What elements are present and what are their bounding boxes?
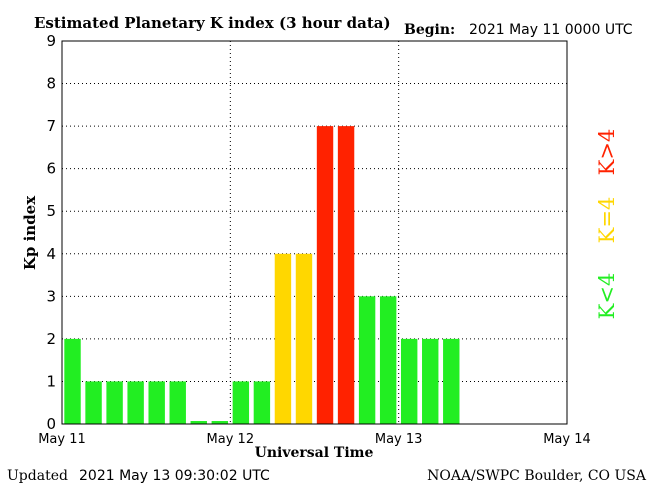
- x-tick-labels: May 11 May 12 May 13 May 14: [38, 432, 591, 447]
- begin-label: Begin:: [404, 22, 455, 38]
- x-tick-label: May 13: [375, 432, 423, 447]
- kp-bar: [127, 381, 144, 424]
- y-tick-label: 8: [46, 75, 56, 93]
- y-tick-label: 1: [46, 372, 56, 390]
- y-tick-label: 4: [46, 245, 56, 263]
- kp-bar: [316, 126, 334, 424]
- x-tick-label: May 12: [207, 432, 255, 447]
- kp-bar: [379, 296, 397, 424]
- kp-bar: [253, 381, 271, 424]
- x-axis-label: Universal Time: [255, 445, 374, 461]
- kp-bar: [211, 421, 229, 424]
- begin-value: 2021 May 11 0000 UTC: [469, 22, 633, 38]
- y-tick-labels: 0 1 2 3 4 5 6 7 8 9: [46, 32, 56, 433]
- y-tick-label: 5: [46, 202, 56, 220]
- bars: [64, 126, 460, 424]
- plot-frame: [61, 40, 568, 425]
- y-tick-label: 2: [46, 330, 56, 348]
- legend-k-equal-4: K=4: [595, 197, 619, 244]
- chart-title: Estimated Planetary K index (3 hour data…: [34, 14, 391, 32]
- kp-bar: [232, 381, 250, 424]
- x-tick-label: May 11: [38, 432, 86, 447]
- legend-k-greater-4: K>4: [595, 129, 619, 176]
- kp-bar: [64, 338, 81, 424]
- y-tick-label: 7: [46, 117, 56, 135]
- y-axis-label: Kp index: [21, 195, 39, 270]
- kp-bar: [422, 338, 439, 424]
- y-tick-label: 0: [46, 415, 56, 433]
- updated-label: Updated: [7, 468, 68, 484]
- kp-bar: [358, 296, 376, 424]
- y-tick-label: 9: [46, 32, 56, 50]
- kp-bar: [169, 381, 186, 424]
- kp-bar: [148, 381, 165, 424]
- updated-value: 2021 May 13 09:30:02 UTC: [79, 468, 270, 484]
- kp-bar: [85, 381, 102, 424]
- kp-bar: [400, 338, 418, 424]
- source-credit: NOAA/SWPC Boulder, CO USA: [427, 468, 647, 484]
- y-tick-label: 3: [46, 287, 56, 305]
- x-tick-label: May 14: [543, 432, 591, 447]
- grid-lines: [62, 41, 567, 424]
- kp-bar: [443, 338, 460, 424]
- kp-bar: [295, 253, 313, 424]
- axes: [61, 40, 568, 425]
- legend-k-less-4: K<4: [595, 273, 619, 320]
- kp-bar: [106, 381, 123, 424]
- kp-bar: [337, 126, 355, 424]
- kp-bar: [274, 253, 292, 424]
- kp-bar: [190, 421, 207, 424]
- y-tick-label: 6: [46, 160, 56, 178]
